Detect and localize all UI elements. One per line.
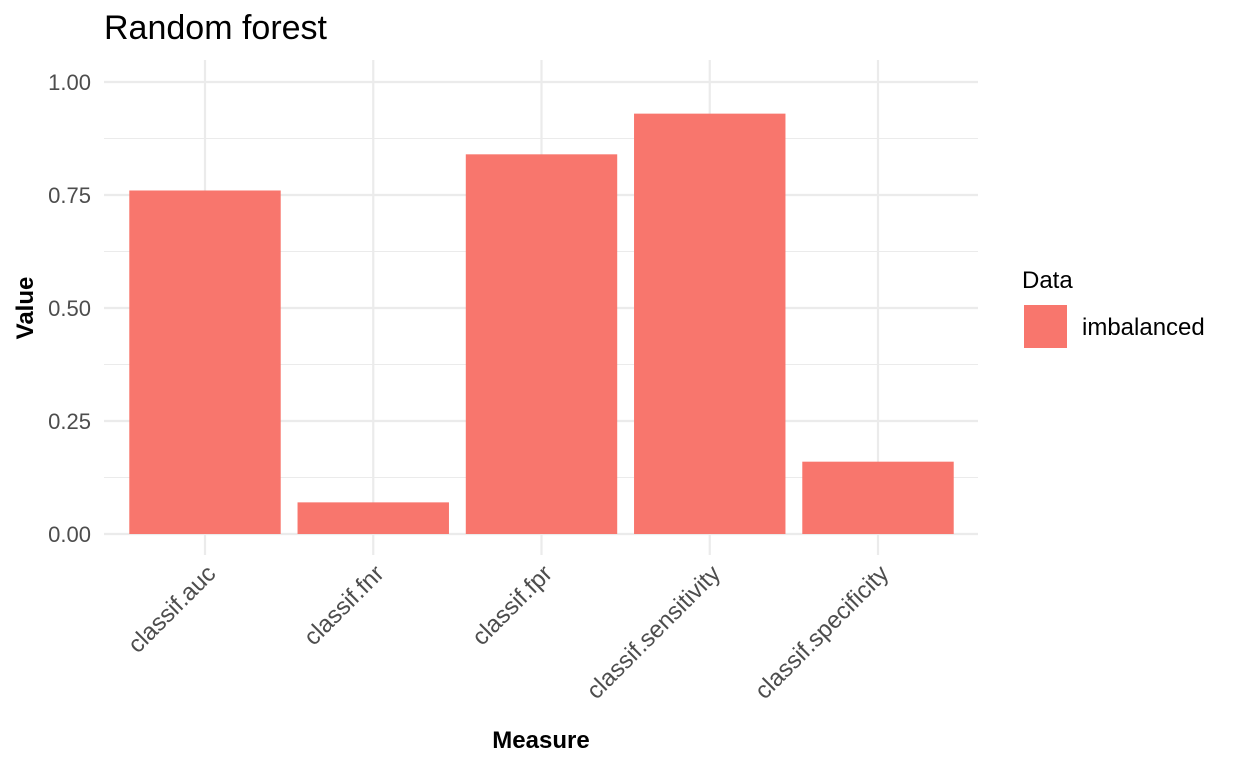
legend-swatch <box>1024 305 1067 348</box>
plot-area <box>104 60 978 555</box>
y-tick-label: 0.25 <box>48 409 91 434</box>
bar-classif-fnr <box>297 502 449 534</box>
bar-classif-fpr <box>465 154 618 534</box>
x-tick-label: classif.fpr <box>467 560 558 651</box>
y-tick-label: 0.50 <box>48 296 91 321</box>
bar-classif-specificity <box>802 461 954 534</box>
legend-title: Data <box>1022 267 1073 294</box>
x-axis-title: Measure <box>492 727 589 754</box>
bars <box>129 113 954 535</box>
x-tick-label: classif.auc <box>123 560 221 658</box>
y-tick-label: 0.00 <box>48 522 91 547</box>
x-tick-label: classif.fnr <box>299 560 390 651</box>
bar-classif-sensitivity <box>634 113 786 534</box>
x-axis-ticks: classif.auc classif.fnr classif.fpr classif… <box>123 560 894 705</box>
legend: Data imbalanced <box>1022 267 1205 348</box>
x-tick-label: classif.specificity <box>750 560 895 705</box>
y-axis-ticks: 0.00 0.25 0.50 0.75 1.00 <box>48 70 91 547</box>
x-tick-label: classif.sensitivity <box>581 560 726 705</box>
y-axis-title: Value <box>12 277 39 340</box>
legend-label: imbalanced <box>1082 314 1205 341</box>
y-tick-label: 0.75 <box>48 183 91 208</box>
y-tick-label: 1.00 <box>48 70 91 95</box>
bar-classif-auc <box>129 190 281 535</box>
chart-title: Random forest <box>104 9 328 47</box>
